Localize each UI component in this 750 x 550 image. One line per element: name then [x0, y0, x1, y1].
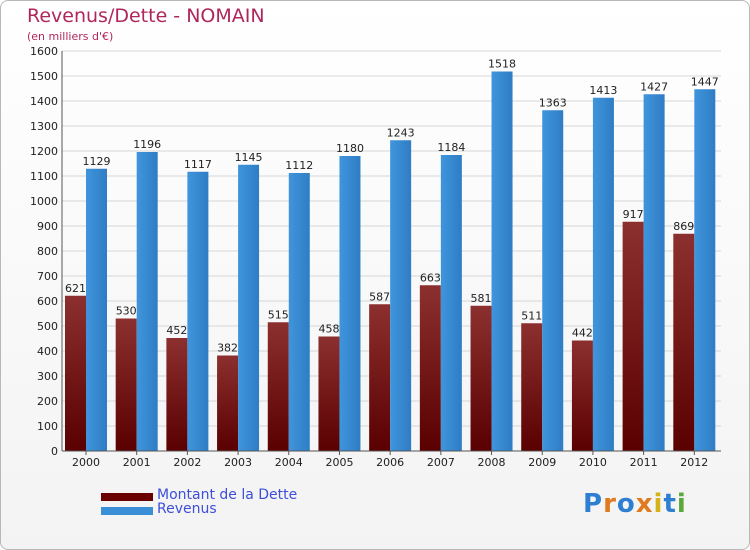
logo-letter: t: [663, 489, 677, 519]
y-tick-label: 300: [37, 370, 58, 383]
debt-bar: [673, 233, 695, 451]
x-tick-label: 2003: [224, 456, 252, 469]
y-tick-label: 1200: [30, 145, 58, 158]
y-tick-label: 200: [37, 395, 58, 408]
chart-title: Revenus/Dette - NOMAIN: [27, 5, 265, 27]
revenue-value-label: 1243: [387, 126, 415, 139]
y-tick-label: 800: [37, 245, 58, 258]
debt-value-label: 452: [166, 324, 187, 337]
debt-value-label: 511: [521, 309, 542, 322]
revenue-bar: [592, 97, 614, 451]
logo-letter: P: [583, 489, 604, 519]
revenue-value-label: 1413: [589, 84, 617, 97]
y-tick-label: 500: [37, 320, 58, 333]
y-tick-label: 1000: [30, 195, 58, 208]
y-tick-label: 1300: [30, 120, 58, 133]
y-tick-label: 0: [51, 445, 58, 458]
x-tick-label: 2004: [275, 456, 303, 469]
x-tick-label: 2000: [72, 456, 100, 469]
debt-bar: [521, 323, 543, 451]
revenue-value-label: 1427: [640, 80, 668, 93]
revenue-bar: [694, 89, 716, 451]
x-tick-label: 2001: [123, 456, 151, 469]
legend-label-revenue: Revenus: [157, 501, 217, 517]
legend-swatch-debt: [101, 493, 153, 501]
y-tick-label: 1500: [30, 70, 58, 83]
revenue-value-label: 1117: [184, 158, 212, 171]
debt-bar: [419, 285, 441, 451]
debt-value-label: 442: [572, 327, 593, 340]
legend-label-debt: Montant de la Dette: [157, 487, 298, 503]
proxiti-logo: Proxiti: [583, 489, 687, 519]
y-tick-label: 600: [37, 295, 58, 308]
revenue-bar: [136, 152, 158, 451]
debt-value-label: 458: [318, 323, 339, 336]
logo-letter: r: [603, 489, 617, 519]
debt-value-label: 663: [420, 271, 441, 284]
revenue-value-label: 1196: [133, 138, 161, 151]
y-tick-label: 1100: [30, 170, 58, 183]
revenue-bar: [542, 110, 564, 451]
x-tick-label: 2010: [579, 456, 607, 469]
x-tick-label: 2002: [173, 456, 201, 469]
revenue-bar: [288, 173, 310, 451]
logo-letter: x: [635, 489, 654, 519]
revenue-bar: [86, 168, 107, 451]
revenue-bar: [187, 171, 209, 451]
debt-value-label: 587: [369, 290, 390, 303]
revenue-value-label: 1447: [691, 75, 719, 88]
debt-bar: [217, 355, 239, 451]
chart-subtitle: (en milliers d'€): [27, 30, 114, 43]
debt-value-label: 869: [673, 220, 694, 233]
debt-value-label: 581: [471, 292, 492, 305]
logo-letter: o: [616, 489, 636, 519]
debt-bar: [115, 318, 137, 451]
x-tick-label: 2011: [630, 456, 658, 469]
y-tick-label: 700: [37, 270, 58, 283]
revenue-bar: [238, 164, 260, 451]
x-tick-label: 2006: [376, 456, 404, 469]
debt-bar: [622, 221, 644, 451]
y-tick-label: 1400: [30, 95, 58, 108]
debt-bar: [571, 340, 593, 451]
revenue-bar: [643, 94, 665, 451]
revenue-bar: [390, 140, 412, 451]
y-tick-label: 900: [37, 220, 58, 233]
revenue-value-label: 1518: [488, 58, 516, 71]
x-tick-label: 2009: [528, 456, 556, 469]
revenue-value-label: 1363: [539, 96, 567, 109]
logo-letter: i: [676, 489, 687, 519]
debt-value-label: 621: [65, 282, 86, 295]
debt-value-label: 530: [116, 305, 137, 318]
logo-letter: i: [653, 489, 664, 519]
debt-bar: [65, 295, 86, 451]
revenue-bar: [491, 71, 513, 451]
revenue-value-label: 1180: [336, 142, 364, 155]
x-tick-label: 2007: [427, 456, 455, 469]
debt-bar: [166, 338, 188, 451]
revenue-value-label: 1112: [285, 159, 313, 172]
debt-bar: [318, 336, 340, 451]
y-tick-label: 1600: [30, 45, 58, 58]
x-tick-label: 2005: [325, 456, 353, 469]
revenue-value-label: 1145: [235, 151, 263, 164]
revenue-value-label: 1184: [437, 141, 465, 154]
debt-value-label: 515: [268, 308, 289, 321]
revenue-bar: [339, 156, 361, 451]
legend-swatch-revenue: [101, 507, 153, 515]
debt-value-label: 382: [217, 342, 238, 355]
debt-bar: [267, 322, 289, 451]
y-tick-label: 400: [37, 345, 58, 358]
debt-value-label: 917: [623, 208, 644, 221]
revenue-value-label: 1129: [83, 155, 111, 168]
x-tick-label: 2012: [680, 456, 708, 469]
revenue-bar: [440, 155, 462, 451]
debt-bar: [369, 304, 391, 451]
y-tick-label: 100: [37, 420, 58, 433]
x-tick-label: 2008: [478, 456, 506, 469]
debt-bar: [470, 305, 492, 451]
